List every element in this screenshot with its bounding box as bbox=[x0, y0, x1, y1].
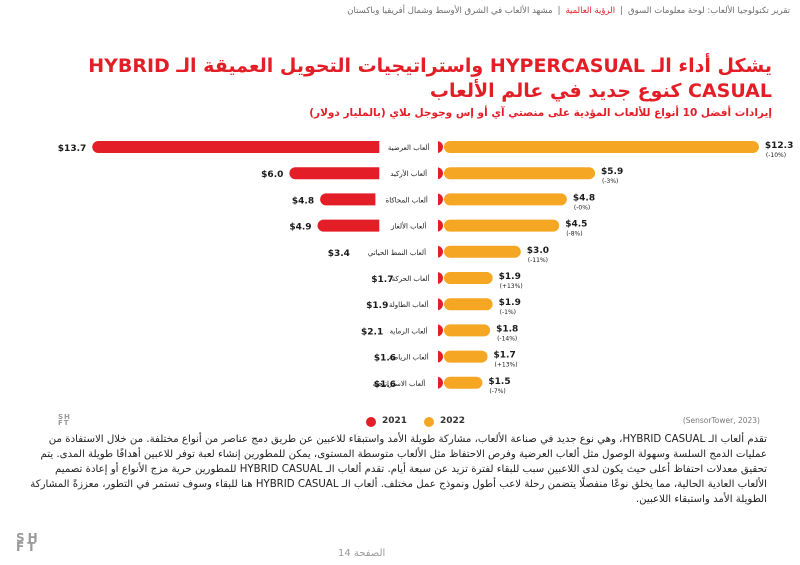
value-label-2022: $12.3 bbox=[765, 141, 793, 151]
category-label-box bbox=[375, 192, 438, 207]
breadcrumb-separator: | bbox=[557, 6, 561, 16]
value-label-2022: $1.8 bbox=[496, 324, 518, 334]
value-label-2021: $6.0 bbox=[261, 170, 283, 180]
value-label-2022: $1.9 bbox=[499, 272, 521, 282]
revenue-butterfly-chart: ألعاب العرضية $13.7 $12.3(-10%) ألعاب الأرك… bbox=[58, 140, 793, 395]
category-label-box bbox=[379, 323, 438, 338]
value-label-2021: $4.9 bbox=[289, 223, 311, 233]
logo-bottom-text: FT bbox=[16, 540, 39, 554]
legend-2021-marker bbox=[366, 417, 376, 427]
category-label: ألعاب الطاولة bbox=[389, 300, 429, 309]
logo-bottom-text: FT bbox=[58, 419, 70, 427]
chart-title: إيرادات أفضل 10 أنواع للألعاب المؤدية عل… bbox=[309, 107, 772, 119]
value-label-2022: $1.5 bbox=[488, 377, 510, 387]
bar-2022 bbox=[444, 219, 560, 232]
change-label: (-1%) bbox=[500, 309, 516, 316]
category-label-box bbox=[379, 297, 438, 312]
logo-top-text: SH bbox=[58, 413, 71, 421]
value-label-2022: $4.5 bbox=[565, 220, 587, 230]
category-label-box bbox=[379, 218, 438, 233]
body-paragraph: تقدم ألعاب الـ HYBRID CASUAL، وهي نوع جد… bbox=[30, 434, 767, 505]
page-number: الصفحة 14 bbox=[338, 548, 386, 559]
legend-2022-label: 2022 bbox=[440, 416, 466, 426]
category-label: ألعاب الرماية bbox=[390, 326, 428, 335]
value-label-2021: $3.4 bbox=[328, 249, 350, 259]
bar-2022 bbox=[444, 324, 491, 337]
category-label: ألعاب الألغاز bbox=[390, 222, 426, 231]
value-label-2021: $1.6 bbox=[374, 354, 396, 364]
bar-2022 bbox=[444, 193, 567, 206]
category-label-box bbox=[379, 166, 438, 181]
category-label: ألعاب الرياضة bbox=[389, 353, 429, 362]
value-label-2021: $1.9 bbox=[366, 301, 388, 311]
breadcrumb-report[interactable]: تقرير تكنولوجيا الألعاب: لوحة معلومات ال… bbox=[628, 6, 790, 16]
value-label-2022: $3.0 bbox=[527, 246, 549, 256]
category-label: ألعاب المحاكاة bbox=[386, 195, 428, 204]
breadcrumb-separator: | bbox=[620, 6, 623, 16]
change-label: (-11%) bbox=[528, 257, 548, 264]
category-label: ألعاب الأركيد bbox=[390, 169, 427, 178]
value-label-2021: $1.6 bbox=[374, 380, 396, 390]
change-label: (+13%) bbox=[495, 362, 518, 369]
shift-logo-small: SH FT bbox=[58, 413, 71, 427]
page-title: يشكل أداء الـ HYPERCASUAL واستراتيجيات ا… bbox=[88, 55, 772, 102]
category-label-box bbox=[379, 349, 438, 364]
value-label-2022: $1.7 bbox=[494, 351, 516, 361]
category-label: ألعاب الحركة bbox=[392, 274, 430, 283]
bar-2022 bbox=[444, 141, 759, 153]
category-label-box bbox=[383, 271, 438, 285]
legend-2021-label: 2021 bbox=[382, 416, 408, 426]
change-label: (-10%) bbox=[766, 152, 786, 159]
shift-logo: SH FT bbox=[16, 531, 41, 554]
value-label-2022: $1.9 bbox=[499, 298, 521, 308]
bar-2022 bbox=[444, 245, 521, 258]
change-label: (+13%) bbox=[500, 283, 523, 290]
bar-2021 bbox=[92, 141, 443, 153]
value-label-2021: $4.8 bbox=[292, 196, 314, 206]
breadcrumb-mena-landscape[interactable]: مشهد الألعاب في الشرق الأوسط وشمال أفريق… bbox=[347, 6, 553, 16]
category-label: ألعاب الاستراتيجية bbox=[373, 379, 426, 388]
change-label: (-0%) bbox=[574, 204, 590, 211]
category-label: ألعاب النمط الحياتي bbox=[368, 248, 426, 257]
breadcrumb: تقرير تكنولوجيا الألعاب: لوحة معلومات ال… bbox=[10, 6, 790, 16]
change-label: (-8%) bbox=[566, 231, 582, 238]
change-label: (-7%) bbox=[489, 388, 505, 395]
legend-2022-marker bbox=[424, 417, 434, 427]
chart-source: (SensorTower, 2023) bbox=[682, 416, 760, 425]
logo-top-text: SH bbox=[16, 531, 41, 545]
bar-2022 bbox=[444, 167, 596, 180]
bar-2022 bbox=[444, 350, 488, 363]
bar-2022 bbox=[444, 376, 483, 389]
breadcrumb-global-view[interactable]: الرؤية العالمية bbox=[565, 6, 616, 16]
bar-2022 bbox=[444, 298, 493, 311]
value-label-2021: $2.1 bbox=[361, 327, 383, 337]
value-label-2021: $1.7 bbox=[371, 275, 393, 285]
category-label-box bbox=[355, 244, 438, 259]
value-label-2022: $5.9 bbox=[601, 167, 623, 177]
category-label: ألعاب العرضية bbox=[388, 143, 430, 152]
bar-2022 bbox=[444, 272, 493, 284]
change-label: (-3%) bbox=[602, 178, 618, 185]
category-label-box bbox=[359, 375, 438, 390]
change-label: (-14%) bbox=[497, 335, 517, 342]
category-label-box bbox=[379, 140, 438, 154]
value-label-2021: $13.7 bbox=[58, 144, 86, 154]
value-label-2022: $4.8 bbox=[573, 193, 595, 203]
